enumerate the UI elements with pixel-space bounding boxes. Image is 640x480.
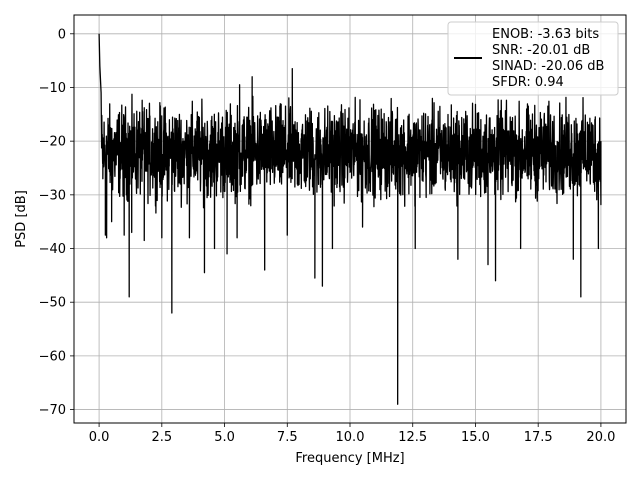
y-tick-label: −30 xyxy=(39,188,66,203)
y-tick-label: −70 xyxy=(39,403,66,418)
y-tick-label: −40 xyxy=(39,242,66,257)
y-tick-label: −60 xyxy=(39,349,66,364)
legend-enob: ENOB: -3.63 bits xyxy=(492,27,599,42)
x-axis-ticks: 0.0 2.5 5.0 7.5 10.0 12.5 15.0 17.5 20.0 xyxy=(89,423,615,445)
y-axis-label: PSD [dB] xyxy=(14,190,29,248)
x-tick-label: 5.0 xyxy=(214,430,235,445)
plot-area xyxy=(98,33,602,405)
x-tick-label: 17.5 xyxy=(524,430,553,445)
x-tick-label: 7.5 xyxy=(277,430,298,445)
x-tick-label: 2.5 xyxy=(151,430,172,445)
legend-sfdr: SFDR: 0.94 xyxy=(492,75,564,90)
legend: ENOB: -3.63 bits SNR: -20.01 dB SINAD: -… xyxy=(447,21,619,96)
x-tick-label: 15.0 xyxy=(461,430,490,445)
y-tick-label: −20 xyxy=(39,135,66,150)
legend-sinad: SINAD: -20.06 dB xyxy=(492,59,604,74)
x-tick-label: 12.5 xyxy=(398,430,427,445)
y-axis-ticks: 0 −10 −20 −30 −40 −50 −60 −70 xyxy=(39,27,74,418)
psd-series-line xyxy=(98,33,602,405)
y-tick-label: −50 xyxy=(39,296,66,311)
x-axis-label: Frequency [MHz] xyxy=(295,451,404,466)
y-tick-label: −10 xyxy=(39,81,66,96)
x-tick-label: 0.0 xyxy=(89,430,110,445)
series-layer xyxy=(98,33,602,405)
legend-box xyxy=(447,21,619,96)
x-tick-label: 10.0 xyxy=(336,430,365,445)
y-tick-label: 0 xyxy=(58,27,66,42)
legend-snr: SNR: -20.01 dB xyxy=(492,43,590,58)
x-tick-label: 20.0 xyxy=(586,430,615,445)
